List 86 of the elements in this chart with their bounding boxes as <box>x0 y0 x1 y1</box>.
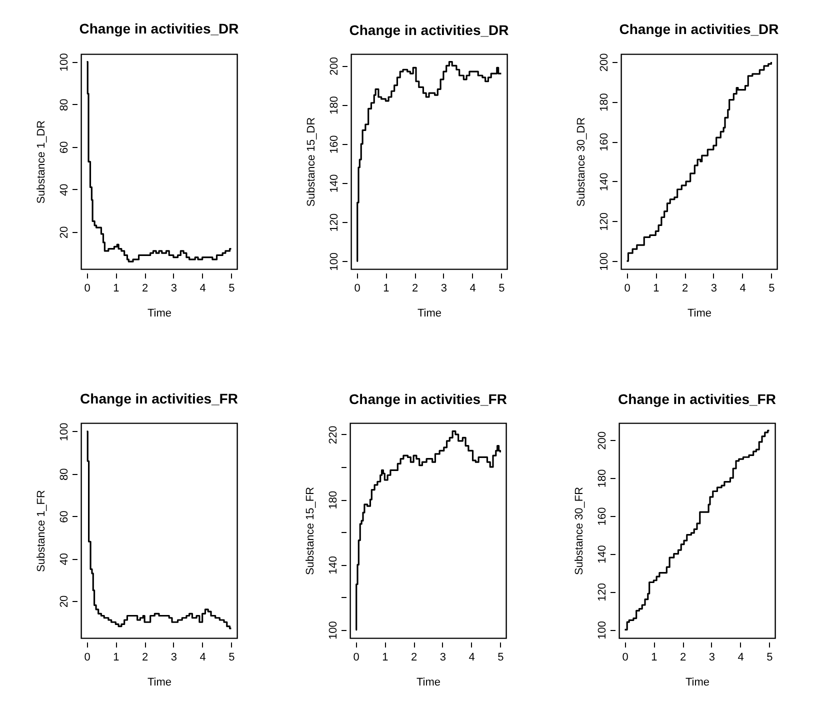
chart-title: Change in activities_DR <box>79 20 239 37</box>
y-tick-label: 200 <box>598 53 610 72</box>
x-tick-label: 3 <box>170 282 178 294</box>
x-tick-label: 2 <box>680 652 686 664</box>
x-tick-label: 5 <box>498 652 504 664</box>
x-axis-title: Time <box>147 308 172 320</box>
y-axis-title: Substance 30_FR <box>574 486 586 576</box>
y-tick-label: 180 <box>596 469 608 488</box>
x-tick-label: 2 <box>412 282 418 294</box>
x-tick-label: 4 <box>740 282 746 294</box>
x-tick-label: 5 <box>766 652 773 664</box>
y-tick-label: 80 <box>58 468 70 480</box>
x-axis-title: Time <box>416 676 441 688</box>
y-tick-label: 100 <box>598 252 610 271</box>
x-tick-label: 1 <box>113 652 120 664</box>
y-tick-label: 100 <box>328 252 340 271</box>
y-tick-label: 100 <box>58 53 70 72</box>
x-tick-label: 0 <box>354 282 360 294</box>
x-tick-label: 3 <box>708 652 716 664</box>
y-tick-label: 160 <box>596 507 608 526</box>
x-axis-title: Time <box>147 676 172 688</box>
x-tick-label: 0 <box>624 282 630 294</box>
x-tick-label: 1 <box>113 282 120 294</box>
y-axis-title: Substance 15_FR <box>304 486 316 576</box>
x-tick-label: 1 <box>382 652 388 664</box>
x-tick-label: 5 <box>228 282 235 294</box>
x-tick-label: 5 <box>228 652 235 664</box>
x-tick-label: 3 <box>170 652 178 664</box>
chart-title: Change in activities_FR <box>618 391 776 407</box>
x-tick-label: 1 <box>651 652 658 664</box>
y-tick-label: 140 <box>598 172 610 192</box>
x-tick-label: 4 <box>200 282 206 294</box>
y-tick-label: 200 <box>596 431 608 450</box>
y-tick-label: 100 <box>596 620 608 640</box>
x-tick-label: 2 <box>142 282 148 294</box>
y-tick-label: 200 <box>328 57 340 76</box>
x-tick-label: 2 <box>682 282 688 294</box>
y-tick-label: 100 <box>58 422 70 442</box>
y-tick-label: 180 <box>598 93 610 112</box>
chart-title: Change in activities_DR <box>619 20 779 37</box>
y-tick-label: 160 <box>598 132 610 152</box>
x-tick-label: 2 <box>410 652 418 664</box>
y-tick-label: 40 <box>58 184 70 196</box>
x-tick-label: 1 <box>383 282 390 294</box>
x-axis-title: Time <box>417 308 442 320</box>
y-axis-title: Substance 30_DR <box>576 117 588 207</box>
x-tick-label: 0 <box>622 652 628 664</box>
y-tick-label: 100 <box>328 621 340 640</box>
y-tick-label: 40 <box>58 552 70 566</box>
y-tick-label: 80 <box>58 98 70 111</box>
y-tick-label: 140 <box>328 174 340 193</box>
y-tick-label: 20 <box>58 226 70 238</box>
x-tick-label: 3 <box>440 652 446 664</box>
chart-title: Change in activities_DR <box>349 22 509 38</box>
y-tick-label: 120 <box>598 212 610 231</box>
y-tick-label: 140 <box>328 556 340 574</box>
y-tick-label: 20 <box>58 595 70 608</box>
y-tick-label: 160 <box>328 135 340 154</box>
chart-title: Change in activities_FR <box>80 390 238 406</box>
y-tick-label: 120 <box>596 583 608 602</box>
x-axis-title: Time <box>687 308 712 320</box>
y-tick-label: 120 <box>328 213 340 232</box>
x-tick-label: 1 <box>653 282 660 294</box>
x-tick-label: 4 <box>738 652 744 664</box>
y-tick-label: 220 <box>328 426 340 444</box>
y-tick-label: 140 <box>596 545 608 564</box>
y-axis-title: Substance 1_FR <box>36 490 48 572</box>
x-tick-label: 3 <box>710 282 718 294</box>
y-axis-title: Substance 15_DR <box>306 117 318 207</box>
x-tick-label: 5 <box>768 282 775 294</box>
y-tick-label: 180 <box>328 490 340 510</box>
y-axis-title: Substance 1_DR <box>36 120 48 204</box>
x-tick-label: 2 <box>142 652 148 664</box>
chart-title: Change in activities_FR <box>349 391 507 407</box>
x-tick-label: 4 <box>468 652 475 664</box>
x-tick-label: 0 <box>84 282 90 294</box>
y-tick-label: 60 <box>58 141 70 154</box>
x-tick-label: 0 <box>84 652 90 664</box>
x-tick-label: 4 <box>470 282 476 294</box>
x-tick-label: 4 <box>200 652 206 664</box>
x-tick-label: 5 <box>498 282 505 294</box>
x-tick-label: 0 <box>353 652 360 664</box>
y-tick-label: 180 <box>328 96 340 114</box>
x-axis-title: Time <box>685 676 710 688</box>
x-tick-label: 3 <box>440 282 448 294</box>
y-tick-label: 60 <box>58 510 70 523</box>
